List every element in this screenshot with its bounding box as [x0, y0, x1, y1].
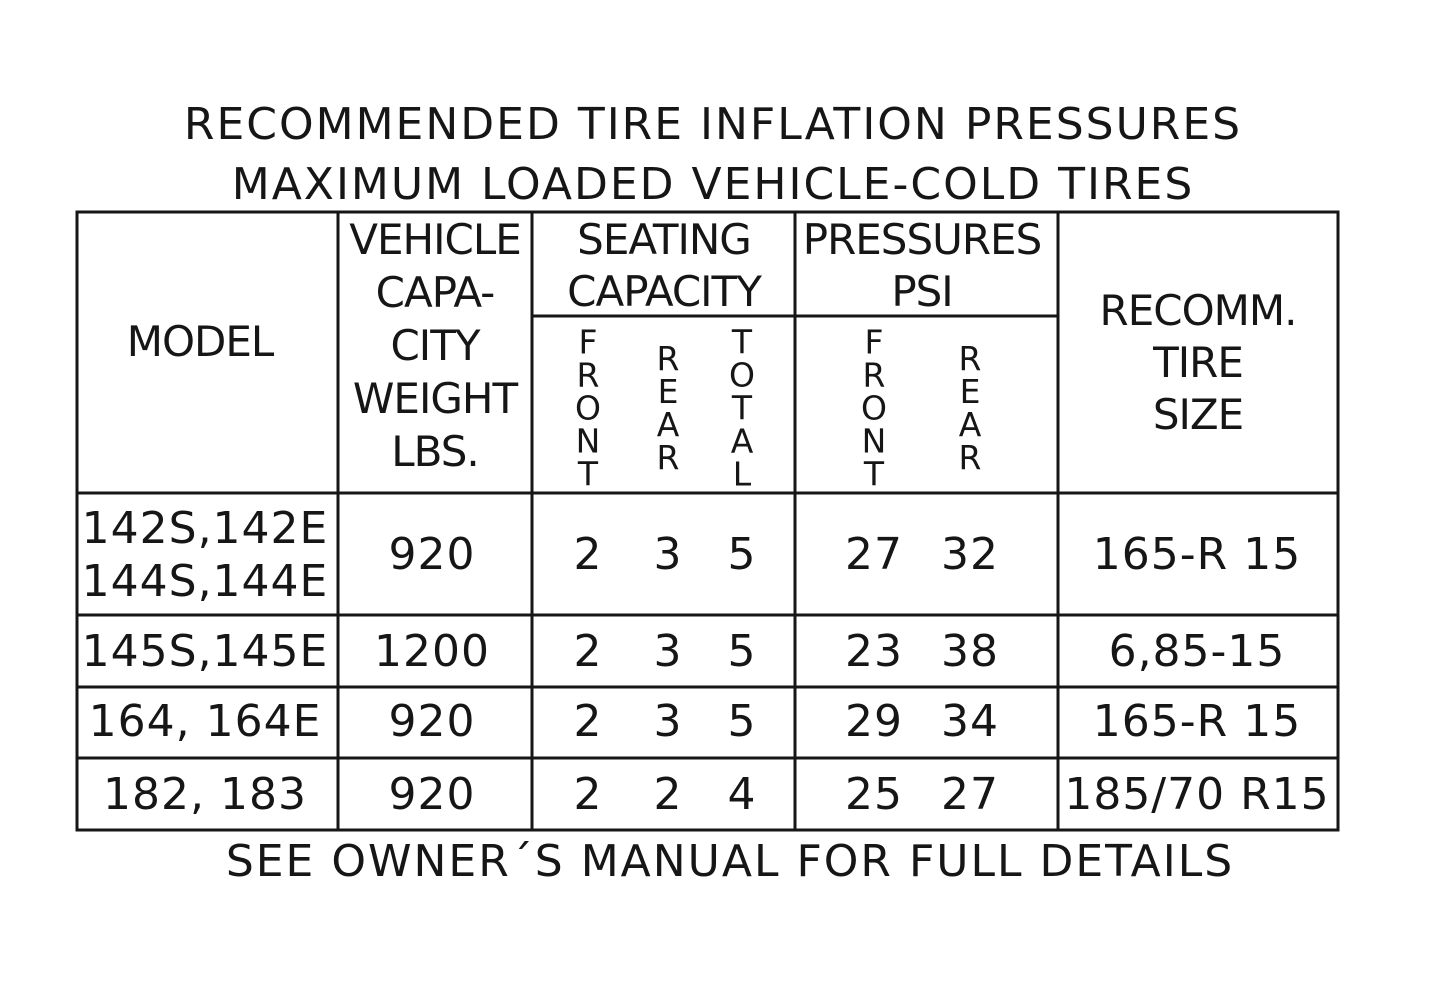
header-cell: MODEL — [126, 317, 275, 366]
header-cell: LBS. — [391, 427, 479, 476]
seating-cell: 2 — [573, 769, 603, 820]
pressure-cell: 34 — [941, 696, 999, 747]
subheader-cell: TOTAL — [722, 322, 762, 488]
weight-cell: 920 — [388, 769, 476, 820]
subheader-cell: FRONT — [854, 322, 894, 488]
seating-cell: 4 — [727, 769, 757, 820]
model-cell: 144S,144E — [81, 555, 329, 607]
subheader-cell: REAR — [648, 339, 688, 471]
weight-cell: 1200 — [374, 626, 490, 677]
header-cell: WEIGHT — [352, 374, 518, 423]
seating-cell: 3 — [653, 529, 683, 580]
subheader-cell: REAR — [950, 339, 990, 471]
header-cell: PSI — [891, 267, 953, 316]
seating-cell: 3 — [653, 626, 683, 677]
header-cell: RECOMM. — [1099, 286, 1298, 335]
seating-cell: 2 — [573, 626, 603, 677]
header-cell: SEATING — [577, 215, 752, 264]
seating-cell: 2 — [573, 696, 603, 747]
seating-cell: 5 — [727, 626, 757, 677]
tire-size-cell: 185/70 R15 — [1064, 769, 1330, 820]
seating-cell: 3 — [653, 696, 683, 747]
seating-cell: 5 — [727, 529, 757, 580]
seating-cell: 5 — [727, 696, 757, 747]
seating-cell: 2 — [573, 529, 603, 580]
tire-size-cell: 6,85-15 — [1108, 626, 1286, 677]
table-border — [75, 210, 1340, 832]
tire-size-cell: 165-R 15 — [1092, 696, 1302, 747]
header-cell: PRESSURES — [802, 215, 1042, 264]
model-cell: 145S,145E — [81, 626, 329, 677]
tire-size-cell: 165-R 15 — [1092, 529, 1302, 580]
model-cell: 182, 183 — [103, 769, 307, 820]
footer-note: SEE OWNER´S MANUAL FOR FULL DETAILS — [225, 836, 1235, 887]
pressure-cell: 32 — [941, 529, 999, 580]
subheader-cell: FRONT — [568, 322, 608, 488]
weight-cell: 920 — [388, 696, 476, 747]
pressure-cell: 25 — [845, 769, 903, 820]
pressure-cell: 38 — [941, 626, 999, 677]
model-cell: 142S,142E — [81, 502, 329, 554]
title-line: MAXIMUM LOADED VEHICLE-COLD TIRES — [231, 159, 1195, 210]
header-cell: TIRE — [1153, 338, 1244, 387]
weight-cell: 920 — [388, 529, 476, 580]
header-cell: SIZE — [1152, 390, 1244, 439]
header-cell: CITY — [390, 321, 480, 370]
header-cell: VEHICLE — [349, 215, 521, 264]
model-cell: 164, 164E — [88, 696, 322, 747]
header-cell: CAPACITY — [567, 267, 762, 316]
pressure-cell: 23 — [845, 626, 903, 677]
pressure-cell: 27 — [941, 769, 999, 820]
header-cell: CAPA- — [375, 268, 496, 317]
title-line: RECOMMENDED TIRE INFLATION PRESSURES — [183, 99, 1243, 150]
pressure-cell: 27 — [845, 529, 903, 580]
pressure-cell: 29 — [845, 696, 903, 747]
seating-cell: 2 — [653, 769, 683, 820]
